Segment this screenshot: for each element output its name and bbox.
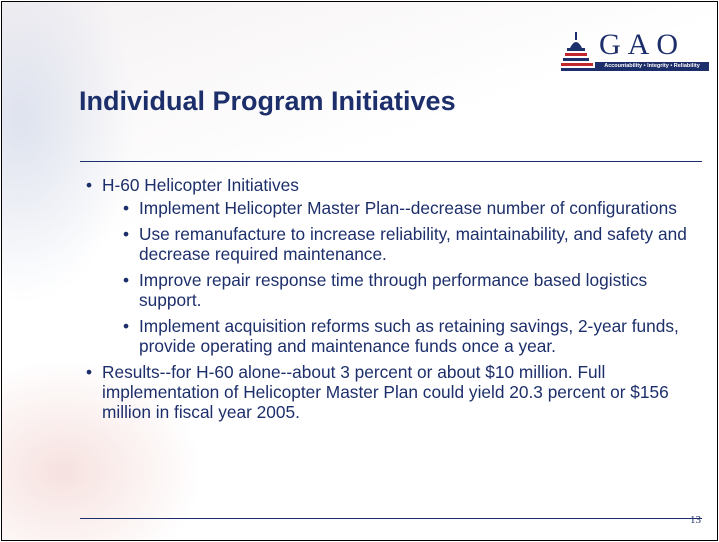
slide-title: Individual Program Initiatives (79, 86, 456, 117)
logo-tagline: Accountability • Integrity • Reliability (595, 62, 709, 71)
rule (80, 161, 702, 162)
page-number: 13 (690, 514, 701, 526)
logo-bar: Accountability • Integrity • Reliability (595, 62, 709, 71)
sub-bullet: Implement Helicopter Master Plan--decrea… (139, 198, 704, 218)
logo-name: GAO (599, 28, 685, 62)
rule (80, 518, 702, 519)
sub-bullet: Implement acquisition reforms such as re… (139, 316, 704, 356)
bullet-list: H-60 Helicopter Initiatives Implement Hel… (102, 175, 712, 424)
sub-bullet: Use remanufacture to increase reliabilit… (139, 224, 704, 264)
logo-icon (561, 28, 595, 72)
logo: GAO Accountability • Integrity • Reliabi… (559, 28, 709, 72)
slide: GAO Accountability • Integrity • Reliabi… (1, 1, 718, 541)
sub-bullet: Improve repair response time through per… (139, 270, 704, 310)
bullet: H-60 Helicopter Initiatives (102, 175, 712, 195)
bullet: Results--for H-60 alone--about 3 percent… (102, 362, 712, 422)
